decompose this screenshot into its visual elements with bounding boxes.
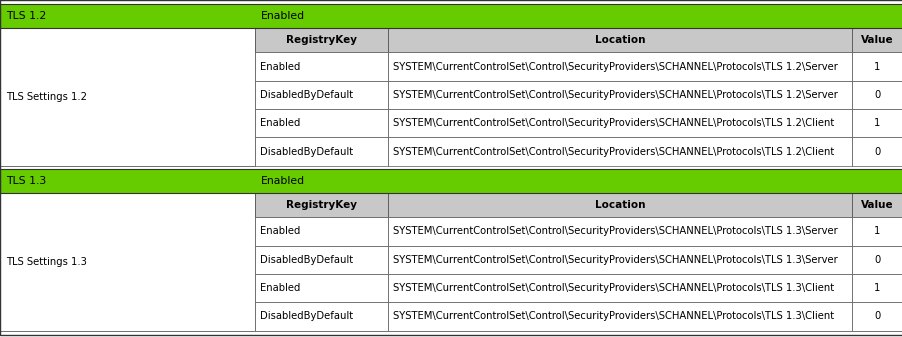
Text: TLS 1.2: TLS 1.2 [6,11,46,21]
Bar [0,331,902,335]
Bar [388,28,851,52]
Text: SYSTEM\CurrentControlSet\Control\SecurityProviders\SCHANNEL\Protocols\TLS 1.3\Cl: SYSTEM\CurrentControlSet\Control\Securit… [393,283,833,293]
Text: Value: Value [860,35,893,45]
Text: Enabled: Enabled [260,118,299,128]
Bar [0,0,902,4]
Bar [254,109,388,137]
Bar [0,4,902,28]
Bar [254,28,388,52]
Bar [0,28,254,166]
Text: DisabledByDefault: DisabledByDefault [260,311,353,321]
Text: SYSTEM\CurrentControlSet\Control\SecurityProviders\SCHANNEL\Protocols\TLS 1.3\Se: SYSTEM\CurrentControlSet\Control\Securit… [393,226,837,236]
Bar [388,137,851,166]
Text: RegistryKey: RegistryKey [286,200,356,210]
Text: 0: 0 [873,90,879,100]
Bar [388,217,851,246]
Text: Enabled: Enabled [260,226,299,236]
Bar [254,193,388,217]
Bar [388,52,851,81]
Bar [388,109,851,137]
Bar [851,217,902,246]
Bar [254,246,388,274]
Text: Location: Location [594,35,644,45]
Bar [851,52,902,81]
Text: 1: 1 [873,118,879,128]
Bar [851,302,902,331]
Bar [254,302,388,331]
Text: Value: Value [860,200,893,210]
Text: 1: 1 [873,283,879,293]
Text: Enabled: Enabled [260,62,299,71]
Bar [254,274,388,302]
Text: 0: 0 [873,147,879,157]
Text: 1: 1 [873,62,879,71]
Bar [254,217,388,246]
Bar [851,109,902,137]
Text: TLS Settings 1.3: TLS Settings 1.3 [6,257,87,267]
Text: SYSTEM\CurrentControlSet\Control\SecurityProviders\SCHANNEL\Protocols\TLS 1.2\Cl: SYSTEM\CurrentControlSet\Control\Securit… [393,118,833,128]
Text: SYSTEM\CurrentControlSet\Control\SecurityProviders\SCHANNEL\Protocols\TLS 1.2\Se: SYSTEM\CurrentControlSet\Control\Securit… [393,62,837,71]
Text: Location: Location [594,200,644,210]
Text: SYSTEM\CurrentControlSet\Control\SecurityProviders\SCHANNEL\Protocols\TLS 1.3\Cl: SYSTEM\CurrentControlSet\Control\Securit… [393,311,833,321]
Bar [851,28,902,52]
Text: SYSTEM\CurrentControlSet\Control\SecurityProviders\SCHANNEL\Protocols\TLS 1.2\Se: SYSTEM\CurrentControlSet\Control\Securit… [393,90,837,100]
Text: DisabledByDefault: DisabledByDefault [260,90,353,100]
Bar [851,274,902,302]
Text: DisabledByDefault: DisabledByDefault [260,147,353,157]
Text: Enabled: Enabled [261,11,305,21]
Bar [388,302,851,331]
Text: TLS Settings 1.2: TLS Settings 1.2 [6,92,87,102]
Bar [851,246,902,274]
Text: RegistryKey: RegistryKey [286,35,356,45]
Bar [254,137,388,166]
Bar [388,193,851,217]
Bar [388,246,851,274]
Text: SYSTEM\CurrentControlSet\Control\SecurityProviders\SCHANNEL\Protocols\TLS 1.2\Cl: SYSTEM\CurrentControlSet\Control\Securit… [393,147,833,157]
Text: TLS 1.3: TLS 1.3 [6,176,46,186]
Bar [851,193,902,217]
Bar [388,81,851,109]
Bar [0,193,254,331]
Text: 0: 0 [873,311,879,321]
Bar [254,81,388,109]
Bar [388,274,851,302]
Text: 1: 1 [873,226,879,236]
Bar [851,81,902,109]
Text: 0: 0 [873,255,879,265]
Bar [851,137,902,166]
Text: SYSTEM\CurrentControlSet\Control\SecurityProviders\SCHANNEL\Protocols\TLS 1.3\Se: SYSTEM\CurrentControlSet\Control\Securit… [393,255,837,265]
Text: DisabledByDefault: DisabledByDefault [260,255,353,265]
Text: Enabled: Enabled [260,283,299,293]
Bar [254,52,388,81]
Bar [0,169,902,193]
Text: Enabled: Enabled [261,176,305,186]
